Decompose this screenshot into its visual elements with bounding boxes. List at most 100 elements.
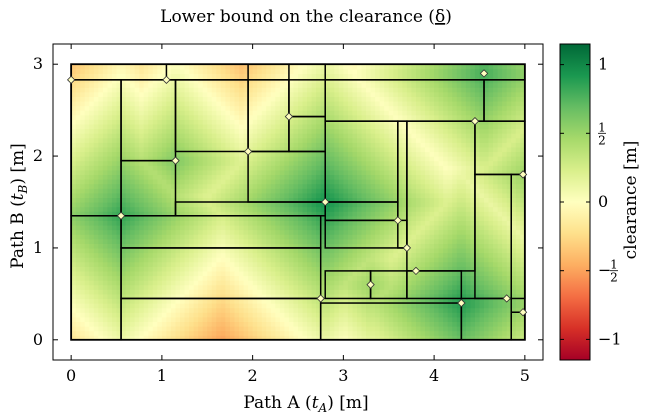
heatmap-cell <box>102 303 109 309</box>
heatmap-cell <box>170 270 177 277</box>
heatmap-cell <box>252 160 258 166</box>
heatmap-cell <box>266 289 272 295</box>
heatmap-cell <box>375 312 381 318</box>
heatmap-cell <box>334 174 340 180</box>
heatmap-cell <box>198 68 204 74</box>
heatmap-cell <box>175 133 181 139</box>
heatmap-cell <box>252 247 258 254</box>
heatmap-cell <box>266 247 272 254</box>
heatmap-cell <box>311 119 317 125</box>
heatmap-cell <box>375 73 381 79</box>
heatmap-cell <box>420 146 426 153</box>
heatmap-cell <box>211 234 217 240</box>
heatmap-cell <box>270 238 276 244</box>
heatmap-cell <box>307 261 313 267</box>
heatmap-cell <box>198 142 204 148</box>
heatmap-cell <box>298 238 304 244</box>
heatmap-cell <box>161 87 168 93</box>
heatmap-cell <box>161 234 168 240</box>
heatmap-cell <box>134 68 140 74</box>
heatmap-cell <box>279 280 285 286</box>
heatmap-cell <box>311 183 317 189</box>
heatmap-cell <box>370 77 376 84</box>
heatmap-cell <box>134 77 140 84</box>
heatmap-cell <box>252 142 258 148</box>
heatmap-cell <box>252 165 258 171</box>
heatmap-cell <box>425 234 431 240</box>
heatmap-cell <box>266 165 272 171</box>
heatmap-cell <box>161 165 168 171</box>
heatmap-cell <box>143 151 149 157</box>
heatmap-cell <box>425 316 431 323</box>
heatmap-cell <box>239 215 245 221</box>
heatmap-cell <box>338 275 344 281</box>
heatmap-cell <box>134 87 140 93</box>
heatmap-cell <box>302 68 308 74</box>
heatmap-cell <box>193 247 199 254</box>
heatmap-cell <box>279 174 285 180</box>
heatmap-cell <box>198 284 204 290</box>
heatmap-cell <box>302 257 308 263</box>
heatmap-cell <box>130 197 136 203</box>
heatmap-cell <box>302 169 308 176</box>
heatmap-cell <box>84 335 90 340</box>
heatmap-cell <box>211 183 217 189</box>
heatmap-cell <box>134 307 140 313</box>
heatmap-cell <box>225 289 231 295</box>
heatmap-cell <box>284 321 290 327</box>
heatmap-cell <box>116 307 122 313</box>
heatmap-cell <box>379 192 385 199</box>
heatmap-cell <box>152 183 158 189</box>
heatmap-cell <box>184 183 190 189</box>
heatmap-cell <box>425 211 431 217</box>
heatmap-cell <box>366 307 372 313</box>
heatmap-cell <box>397 280 403 286</box>
heatmap-cell <box>143 238 149 244</box>
heatmap-cell <box>320 114 326 120</box>
heatmap-cell <box>438 289 444 295</box>
heatmap-cell <box>257 91 263 97</box>
heatmap-cell <box>189 119 195 125</box>
heatmap-cell <box>397 137 403 143</box>
heatmap-cell <box>384 119 390 125</box>
heatmap-cell <box>157 257 163 263</box>
heatmap-cell <box>275 270 281 277</box>
heatmap-cell <box>180 100 186 107</box>
heatmap-cell <box>252 238 258 244</box>
heatmap-cell <box>180 261 186 267</box>
heatmap-cell <box>89 330 95 336</box>
heatmap-cell <box>107 307 113 313</box>
heatmap-cell <box>84 202 90 208</box>
heatmap-cell <box>347 146 354 153</box>
heatmap-cell <box>293 316 299 323</box>
heatmap-cell <box>102 188 109 194</box>
heatmap-cell <box>189 234 195 240</box>
heatmap-cell <box>216 146 222 153</box>
heatmap-cell <box>152 312 158 318</box>
heatmap-cell <box>261 229 267 235</box>
heatmap-cell <box>189 151 195 157</box>
heatmap-cell <box>293 266 299 272</box>
heatmap-cell <box>393 298 399 304</box>
heatmap-cell <box>425 165 431 171</box>
heatmap-cell <box>121 312 127 318</box>
heatmap-cell <box>415 82 422 88</box>
heatmap-cell <box>266 215 272 221</box>
heatmap-cell <box>307 330 313 336</box>
heatmap-cell <box>252 100 258 107</box>
heatmap-cell <box>302 335 308 340</box>
heatmap-cell <box>288 82 295 88</box>
heatmap-cell <box>352 151 358 157</box>
heatmap-cell <box>111 252 118 258</box>
heatmap-cell <box>415 110 422 116</box>
heatmap-cell <box>93 247 99 254</box>
heatmap-cell <box>134 133 140 139</box>
heatmap-cell <box>261 289 267 295</box>
heatmap-cell <box>343 188 349 194</box>
heatmap-cell <box>234 137 240 143</box>
heatmap-cell <box>189 316 195 323</box>
heatmap-cell <box>152 156 158 162</box>
heatmap-cell <box>420 211 426 217</box>
heatmap-cell <box>175 128 181 134</box>
heatmap-cell <box>189 229 195 235</box>
